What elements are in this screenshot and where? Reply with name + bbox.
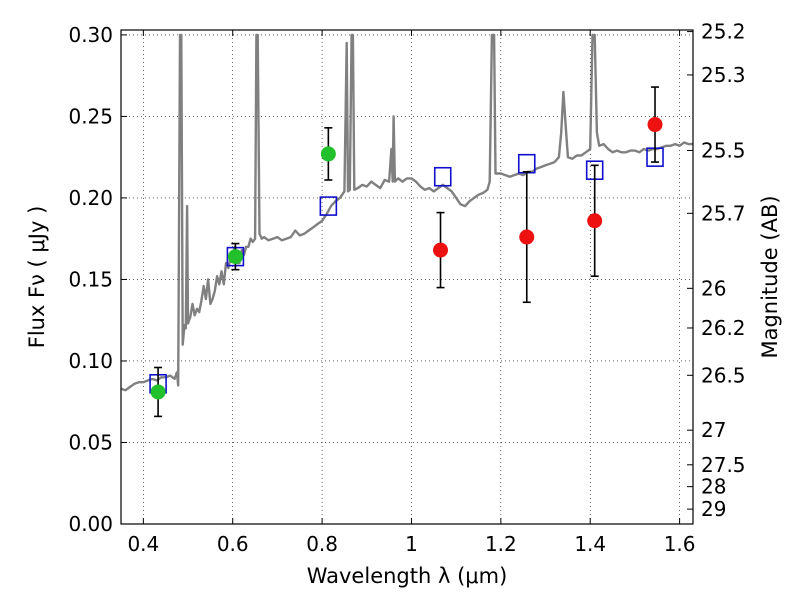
red-point-0: [433, 242, 449, 258]
x-tick-label-5: 1.4: [574, 532, 606, 556]
y-tick-label-1: 0.05: [68, 430, 113, 454]
y2-tick-label-6: 26.5: [701, 363, 746, 387]
red-point-1: [519, 229, 535, 245]
y-tick-label-2: 0.10: [68, 349, 113, 373]
x-tick-label-1: 0.6: [217, 532, 249, 556]
red-point-2: [587, 213, 603, 229]
y-tick-label-5: 0.25: [68, 104, 113, 128]
model-square-4: [517, 153, 536, 174]
spectrum-line: [121, 33, 693, 392]
y2-tick-label-5: 26.2: [701, 316, 746, 340]
green-point-1: [227, 249, 243, 265]
x-tick-label-6: 1.6: [664, 532, 696, 556]
y2-tick-label-4: 26: [701, 276, 726, 300]
spectrum-layer: [121, 33, 693, 392]
y2-tick-label-10: 29: [701, 497, 726, 521]
y-axis-title: Flux Fν ( μJy ): [25, 206, 49, 349]
y2-tick-label-3: 25.7: [701, 201, 746, 225]
y2-tick-label-1: 25.3: [701, 63, 746, 87]
points-layer: [149, 86, 664, 418]
plot-frame: [120, 29, 694, 525]
model-square-2: [319, 196, 338, 216]
y-tick-label-4: 0.20: [68, 186, 113, 210]
model-square-3: [433, 166, 452, 187]
green-point-0: [150, 384, 166, 400]
y2-tick-label-2: 25.5: [701, 138, 746, 162]
x-tick-label-0: 0.4: [127, 532, 159, 556]
x-tick-label-3: 1: [405, 532, 418, 556]
x-tick-label-4: 1.2: [485, 532, 517, 556]
axes: 0.4 0.6 0.8 1 1.2 1.4 1.6 0.00 0.05 0.10 0.15 0.20 0…: [68, 20, 745, 556]
y2-tick-label-0: 25.2: [701, 20, 746, 44]
y2-tick-label-7: 27: [701, 418, 726, 442]
y2-axis-title: Magnitude (AB): [758, 195, 782, 358]
green-point-2: [320, 146, 336, 162]
y2-tick-label-9: 28: [701, 475, 726, 499]
y-tick-label-3: 0.15: [68, 267, 113, 291]
red-point-3: [647, 117, 663, 133]
x-axis-title: Wavelength λ (μm): [307, 564, 508, 588]
y2-tick-label-8: 27.5: [701, 453, 746, 477]
y-tick-label-0: 0.00: [68, 512, 113, 536]
y-tick-label-6: 0.30: [68, 23, 113, 47]
grid: [121, 30, 693, 524]
x-tick-label-2: 0.8: [306, 532, 338, 556]
